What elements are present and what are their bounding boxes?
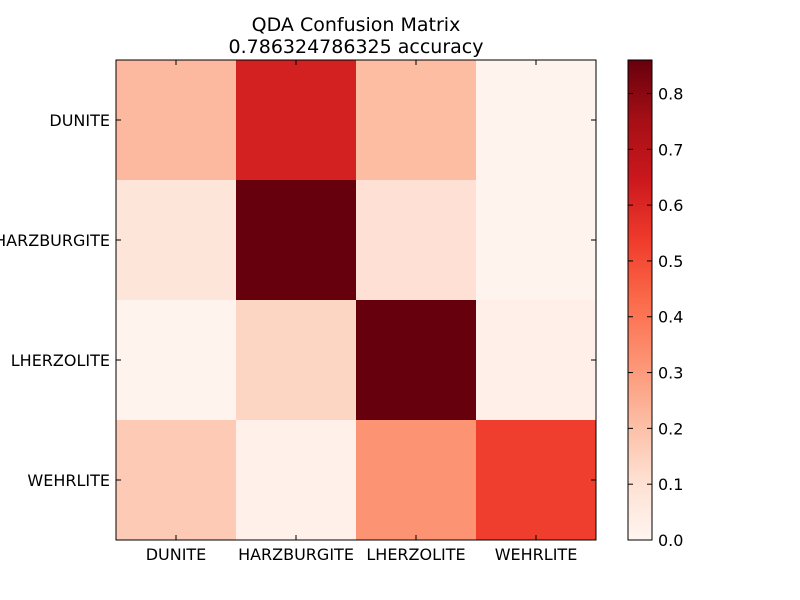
y-tick-label-3: WEHRLITE bbox=[27, 471, 110, 490]
heatmap-cell-r2-c2 bbox=[356, 300, 476, 420]
x-tick-labels: DUNITE HARZBURGITE LHERZOLITE WEHRLITE bbox=[146, 545, 578, 564]
colorbar-tick-label-8: 0.8 bbox=[658, 84, 683, 103]
colorbar-tick-label-7: 0.7 bbox=[658, 140, 683, 159]
x-tick-label-2: LHERZOLITE bbox=[366, 545, 465, 564]
heatmap-cell-r3-c1 bbox=[236, 420, 356, 540]
y-tick-label-1: HARZBURGITE bbox=[0, 231, 110, 250]
colorbar-tick-label-1: 0.1 bbox=[658, 475, 683, 494]
heatmap-cell-r0-c3 bbox=[476, 60, 596, 180]
chart-title: QDA Confusion Matrix bbox=[252, 14, 461, 36]
heatmap-cell-r2-c1 bbox=[236, 300, 356, 420]
x-tick-label-3: WEHRLITE bbox=[495, 545, 578, 564]
heatmap-cell-r1-c3 bbox=[476, 180, 596, 300]
colorbar bbox=[627, 59, 653, 541]
heatmap-cell-r2-c0 bbox=[116, 300, 236, 420]
heatmap-cell-r0-c0 bbox=[116, 60, 236, 180]
y-tick-labels: DUNITE HARZBURGITE LHERZOLITE WEHRLITE bbox=[0, 111, 110, 490]
heatmap-cell-r3-c0 bbox=[116, 420, 236, 540]
y-tick-label-2: LHERZOLITE bbox=[11, 351, 110, 370]
x-tick-label-0: DUNITE bbox=[146, 545, 207, 564]
plot-frame bbox=[115, 59, 597, 541]
chart-subtitle: 0.786324786325 accuracy bbox=[229, 36, 484, 58]
heatmap-cells bbox=[116, 60, 596, 540]
x-tick-label-1: HARZBURGITE bbox=[238, 545, 354, 564]
colorbar-tick-label-4: 0.4 bbox=[658, 308, 683, 327]
heatmap-cell-r3-c2 bbox=[356, 420, 476, 540]
colorbar-tick-label-2: 0.2 bbox=[658, 419, 683, 438]
heatmap-cell-r0-c1 bbox=[236, 60, 356, 180]
colorbar-tick-label-3: 0.3 bbox=[658, 364, 683, 383]
colorbar-tick-label-6: 0.6 bbox=[658, 196, 683, 215]
heatmap-cell-r3-c3 bbox=[476, 420, 596, 540]
y-tick-label-0: DUNITE bbox=[49, 111, 110, 130]
colorbar-tick-label-5: 0.5 bbox=[658, 252, 683, 271]
heatmap-cell-r1-c1 bbox=[236, 180, 356, 300]
heatmap-cell-r2-c3 bbox=[476, 300, 596, 420]
colorbar-ticks: 0.0 0.1 0.2 0.3 0.4 0.5 0.6 0.7 0.8 bbox=[628, 84, 683, 550]
heatmap-cell-r0-c2 bbox=[356, 60, 476, 180]
heatmap-cell-r1-c0 bbox=[116, 180, 236, 300]
axis-ticks bbox=[116, 60, 596, 540]
heatmap-cell-r1-c2 bbox=[356, 180, 476, 300]
colorbar-tick-label-0: 0.0 bbox=[658, 531, 683, 550]
